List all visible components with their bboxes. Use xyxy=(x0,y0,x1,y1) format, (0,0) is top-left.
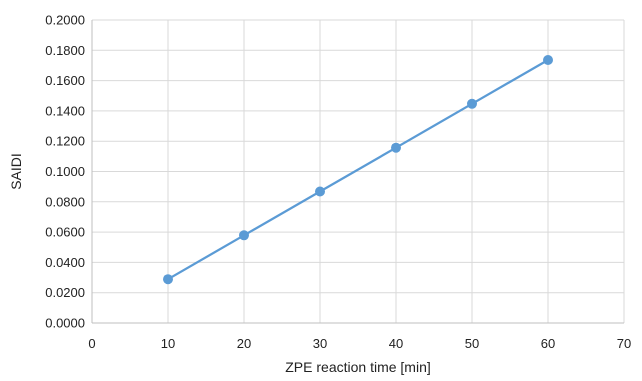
y-tick-label: 0.0600 xyxy=(45,225,85,240)
y-tick-label: 0.1000 xyxy=(45,164,85,179)
x-tick-label: 10 xyxy=(161,336,175,351)
data-point xyxy=(391,142,401,153)
axes xyxy=(91,20,624,324)
y-tick-label: 0.1200 xyxy=(45,134,85,149)
series-line xyxy=(167,59,549,281)
x-tick-label: 20 xyxy=(237,336,251,351)
y-tick-label: 0.1600 xyxy=(45,73,85,88)
y-tick-label: 0.0200 xyxy=(45,285,85,300)
tick-labels: 0.0000 0.0200 0.0400 0.0600 0.0800 0.1000 0.12… xyxy=(45,13,631,352)
y-tick-label: 0.0400 xyxy=(45,255,85,270)
y-tick-label: 0.1800 xyxy=(45,43,85,58)
series xyxy=(163,54,553,285)
x-tick-label: 50 xyxy=(465,336,479,351)
x-tick-label: 0 xyxy=(88,336,95,351)
y-tick-label: 0.0800 xyxy=(45,194,85,209)
x-tick-label: 70 xyxy=(617,336,631,351)
y-tick-label: 0.2000 xyxy=(45,13,85,28)
x-tick-label: 40 xyxy=(389,336,403,351)
data-point xyxy=(239,230,249,241)
data-point xyxy=(467,98,477,109)
gridlines xyxy=(92,19,625,323)
y-axis-title: SAIDI xyxy=(8,153,24,190)
data-point xyxy=(543,54,553,65)
data-point xyxy=(315,186,325,197)
y-tick-label: 0.0000 xyxy=(45,316,85,331)
y-tick-label: 0.1400 xyxy=(45,103,85,118)
data-point xyxy=(163,274,173,285)
x-tick-label: 60 xyxy=(541,336,555,351)
x-tick-label: 30 xyxy=(313,336,327,351)
x-axis-title: ZPE reaction time [min] xyxy=(285,359,431,375)
